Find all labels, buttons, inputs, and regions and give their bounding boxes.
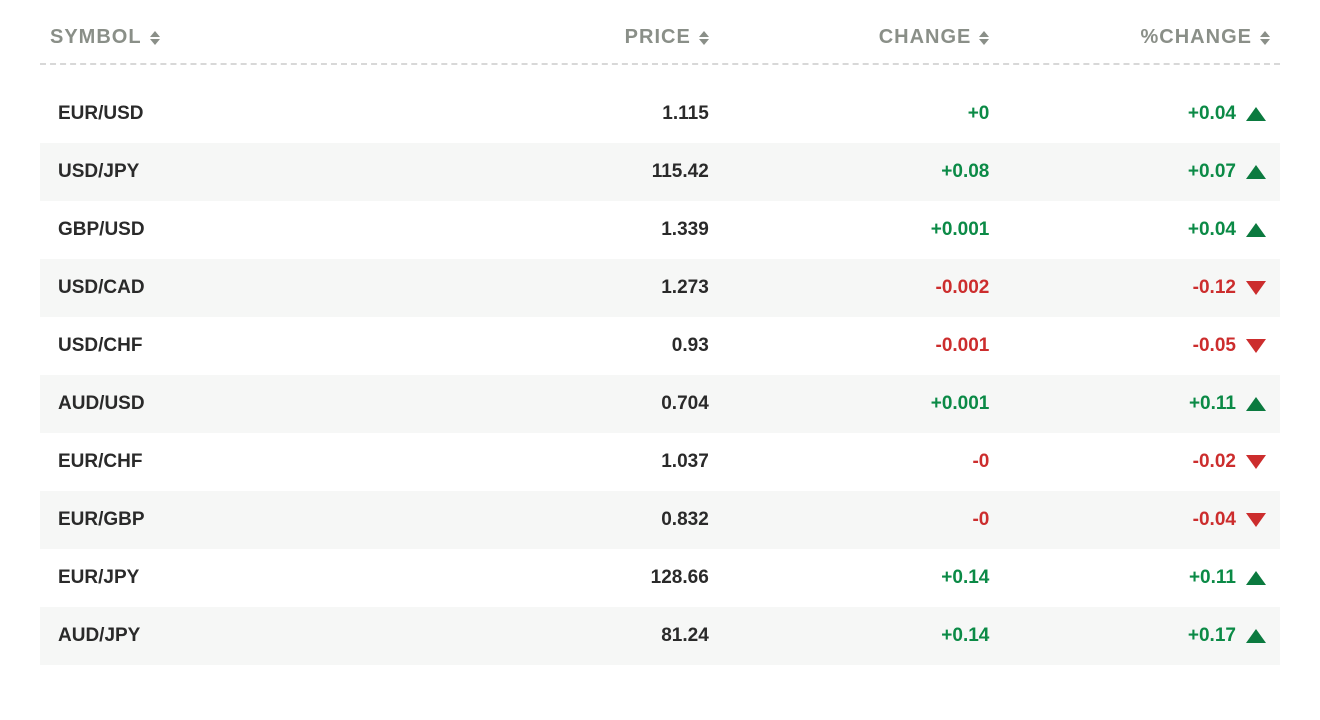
table-row[interactable]: EUR/GBP0.832-0 -0.04 bbox=[40, 491, 1280, 549]
table-body: EUR/USD1.115+0 +0.04 USD/JPY115.42+0.08 +0.… bbox=[40, 85, 1280, 665]
cell-change: -0.002 bbox=[709, 277, 990, 299]
cell-pct-change: -0.04 bbox=[989, 509, 1270, 531]
cell-symbol: EUR/JPY bbox=[50, 567, 489, 589]
cell-price: 115.42 bbox=[489, 161, 709, 183]
arrow-up-icon bbox=[1246, 397, 1266, 411]
cell-change: -0 bbox=[709, 509, 990, 531]
arrow-down-icon bbox=[1246, 339, 1266, 353]
table-row[interactable]: USD/JPY115.42+0.08 +0.07 bbox=[40, 143, 1280, 201]
cell-pct-change: -0.12 bbox=[989, 277, 1270, 299]
cell-price: 0.93 bbox=[489, 335, 709, 357]
pct-value: -0.05 bbox=[1193, 335, 1236, 357]
pct-value: +0.17 bbox=[1188, 625, 1236, 647]
arrow-down-icon bbox=[1246, 281, 1266, 295]
table-row[interactable]: AUD/JPY81.24+0.14 +0.17 bbox=[40, 607, 1280, 665]
table-row[interactable]: GBP/USD1.339+0.001 +0.04 bbox=[40, 201, 1280, 259]
arrow-up-icon bbox=[1246, 165, 1266, 179]
cell-symbol: EUR/USD bbox=[50, 103, 489, 125]
cell-change: +0 bbox=[709, 103, 990, 125]
cell-price: 128.66 bbox=[489, 567, 709, 589]
cell-price: 1.273 bbox=[489, 277, 709, 299]
cell-change: +0.08 bbox=[709, 161, 990, 183]
table-row[interactable]: EUR/USD1.115+0 +0.04 bbox=[40, 85, 1280, 143]
column-header-label: SYMBOL bbox=[50, 26, 142, 49]
cell-symbol: GBP/USD bbox=[50, 219, 489, 241]
column-header-label: %CHANGE bbox=[1141, 26, 1252, 49]
pct-value: +0.04 bbox=[1188, 103, 1236, 125]
cell-change: -0.001 bbox=[709, 335, 990, 357]
table-header-row: SYMBOL PRICE CHANGE %CHANGE bbox=[40, 20, 1280, 65]
cell-pct-change: -0.02 bbox=[989, 451, 1270, 473]
cell-change: +0.14 bbox=[709, 567, 990, 589]
cell-price: 1.339 bbox=[489, 219, 709, 241]
cell-change: +0.14 bbox=[709, 625, 990, 647]
cell-symbol: AUD/USD bbox=[50, 393, 489, 415]
cell-change: -0 bbox=[709, 451, 990, 473]
pct-value: +0.04 bbox=[1188, 219, 1236, 241]
pct-value: +0.07 bbox=[1188, 161, 1236, 183]
cell-price: 1.115 bbox=[489, 103, 709, 125]
cell-symbol: EUR/CHF bbox=[50, 451, 489, 473]
cell-price: 81.24 bbox=[489, 625, 709, 647]
cell-price: 0.832 bbox=[489, 509, 709, 531]
arrow-down-icon bbox=[1246, 455, 1266, 469]
arrow-up-icon bbox=[1246, 629, 1266, 643]
pct-value: -0.02 bbox=[1193, 451, 1236, 473]
column-header-label: CHANGE bbox=[879, 26, 972, 49]
cell-pct-change: +0.11 bbox=[989, 567, 1270, 589]
column-header-symbol[interactable]: SYMBOL bbox=[50, 26, 489, 49]
cell-pct-change: +0.04 bbox=[989, 219, 1270, 241]
sort-icon bbox=[979, 31, 989, 45]
column-header-pct-change[interactable]: %CHANGE bbox=[989, 26, 1270, 49]
column-header-change[interactable]: CHANGE bbox=[709, 26, 990, 49]
cell-price: 1.037 bbox=[489, 451, 709, 473]
arrow-up-icon bbox=[1246, 571, 1266, 585]
column-header-price[interactable]: PRICE bbox=[489, 26, 709, 49]
column-header-label: PRICE bbox=[625, 26, 691, 49]
cell-change: +0.001 bbox=[709, 219, 990, 241]
table-row[interactable]: AUD/USD0.704+0.001 +0.11 bbox=[40, 375, 1280, 433]
pct-value: +0.11 bbox=[1189, 393, 1236, 415]
table-row[interactable]: EUR/JPY128.66+0.14 +0.11 bbox=[40, 549, 1280, 607]
cell-symbol: USD/JPY bbox=[50, 161, 489, 183]
cell-pct-change: +0.04 bbox=[989, 103, 1270, 125]
cell-symbol: USD/CAD bbox=[50, 277, 489, 299]
cell-change: +0.001 bbox=[709, 393, 990, 415]
forex-table: SYMBOL PRICE CHANGE %CHANGE EUR/USD1.115… bbox=[40, 20, 1280, 665]
table-row[interactable]: USD/CAD1.273-0.002 -0.12 bbox=[40, 259, 1280, 317]
arrow-up-icon bbox=[1246, 107, 1266, 121]
cell-pct-change: +0.17 bbox=[989, 625, 1270, 647]
table-row[interactable]: EUR/CHF1.037-0 -0.02 bbox=[40, 433, 1280, 491]
cell-symbol: AUD/JPY bbox=[50, 625, 489, 647]
cell-price: 0.704 bbox=[489, 393, 709, 415]
sort-icon bbox=[1260, 31, 1270, 45]
cell-pct-change: +0.11 bbox=[989, 393, 1270, 415]
sort-icon bbox=[150, 31, 160, 45]
pct-value: -0.04 bbox=[1193, 509, 1236, 531]
table-row[interactable]: USD/CHF0.93-0.001 -0.05 bbox=[40, 317, 1280, 375]
pct-value: +0.11 bbox=[1189, 567, 1236, 589]
cell-symbol: USD/CHF bbox=[50, 335, 489, 357]
sort-icon bbox=[699, 31, 709, 45]
arrow-up-icon bbox=[1246, 223, 1266, 237]
cell-pct-change: +0.07 bbox=[989, 161, 1270, 183]
cell-symbol: EUR/GBP bbox=[50, 509, 489, 531]
arrow-down-icon bbox=[1246, 513, 1266, 527]
pct-value: -0.12 bbox=[1193, 277, 1236, 299]
cell-pct-change: -0.05 bbox=[989, 335, 1270, 357]
